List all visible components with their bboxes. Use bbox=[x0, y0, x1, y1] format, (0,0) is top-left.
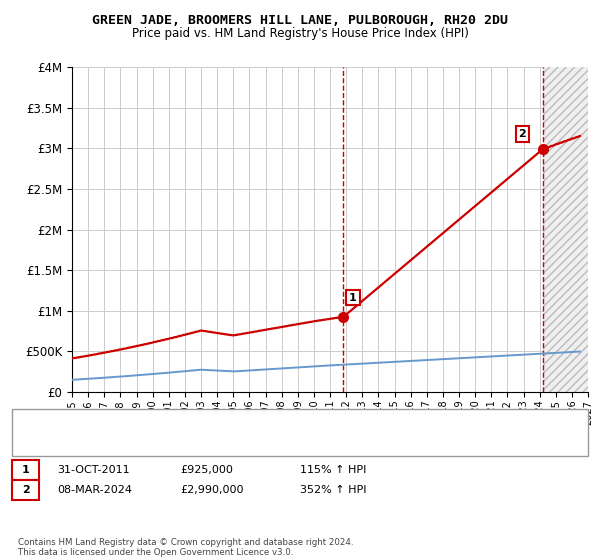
Text: HPI: Average price, detached house, Horsham: HPI: Average price, detached house, Hors… bbox=[69, 433, 309, 443]
Text: 31-OCT-2011: 31-OCT-2011 bbox=[57, 465, 130, 475]
Text: 1: 1 bbox=[349, 293, 357, 302]
Text: ────: ──── bbox=[24, 412, 54, 426]
Text: ────: ──── bbox=[24, 431, 54, 445]
Text: Price paid vs. HM Land Registry's House Price Index (HPI): Price paid vs. HM Land Registry's House … bbox=[131, 27, 469, 40]
Text: Contains HM Land Registry data © Crown copyright and database right 2024.
This d: Contains HM Land Registry data © Crown c… bbox=[18, 538, 353, 557]
Bar bbox=[542, 67, 588, 392]
Text: 115% ↑ HPI: 115% ↑ HPI bbox=[300, 465, 367, 475]
Text: GREEN JADE, BROOMERS HILL LANE, PULBOROUGH, RH20 2DU (detached house): GREEN JADE, BROOMERS HILL LANE, PULBOROU… bbox=[69, 414, 490, 424]
Text: 2: 2 bbox=[22, 485, 29, 495]
Text: £2,990,000: £2,990,000 bbox=[180, 485, 244, 495]
Text: 2: 2 bbox=[518, 129, 526, 139]
Text: £925,000: £925,000 bbox=[180, 465, 233, 475]
Text: 352% ↑ HPI: 352% ↑ HPI bbox=[300, 485, 367, 495]
Text: 08-MAR-2024: 08-MAR-2024 bbox=[57, 485, 132, 495]
Text: GREEN JADE, BROOMERS HILL LANE, PULBOROUGH, RH20 2DU: GREEN JADE, BROOMERS HILL LANE, PULBOROU… bbox=[92, 14, 508, 27]
Text: 1: 1 bbox=[22, 465, 29, 475]
